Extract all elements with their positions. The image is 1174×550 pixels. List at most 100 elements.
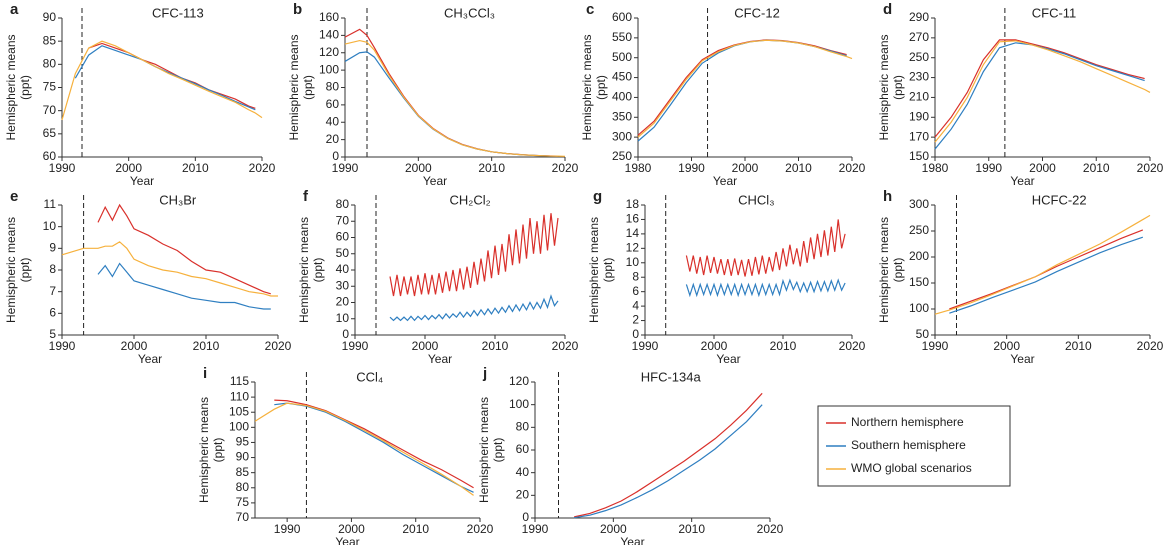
series-line [637, 39, 853, 138]
y-tick-label: 105 [229, 404, 249, 418]
series-line [949, 229, 1144, 310]
y-tick-label: 20 [336, 295, 350, 309]
series-line [934, 40, 1151, 143]
y-tick-label: 60 [43, 149, 57, 163]
y-tick-label: 0 [342, 327, 349, 341]
y-tick-label: 500 [612, 50, 632, 64]
y-axis-title-line: Hemispheric means [580, 34, 594, 140]
y-tick-label: 9 [49, 241, 56, 255]
panel-title: CHCl₃ [738, 192, 774, 207]
y-tick-label: 550 [612, 30, 632, 44]
y-tick-label: 8 [49, 262, 56, 276]
y-tick-label: 150 [909, 149, 929, 163]
x-tick-label: 2000 [701, 339, 728, 353]
series-line [97, 262, 271, 310]
series-line [685, 219, 846, 277]
y-tick-label: 100 [229, 420, 249, 434]
series-line [637, 39, 847, 142]
y-tick-label: 350 [612, 109, 632, 123]
panel-letter: d [883, 1, 892, 18]
x-tick-label: 2000 [993, 339, 1020, 353]
x-tick-label: 2010 [182, 161, 209, 175]
panel-letter: f [303, 188, 309, 205]
y-tick-label: 10 [43, 219, 57, 233]
y-axis-title-line: Hemispheric means [197, 397, 211, 503]
x-tick-label: 2020 [265, 339, 292, 353]
x-axis-title: Year [335, 535, 359, 545]
y-tick-label: 20 [516, 488, 530, 502]
y-tick-label: 0 [522, 510, 529, 524]
y-axis-title: Hemispheric means(ppt) [877, 217, 905, 323]
series-line [274, 399, 474, 489]
y-tick-label: 40 [326, 114, 340, 128]
y-tick-label: 160 [319, 10, 339, 24]
x-tick-label: 2020 [757, 522, 784, 536]
y-tick-label: 85 [236, 465, 250, 479]
panel-title: CFC-113 [152, 5, 204, 20]
y-tick-label: 140 [319, 28, 339, 42]
series-line [61, 241, 278, 297]
series-line [254, 402, 474, 496]
x-tick-label: 1990 [49, 161, 76, 175]
x-tick-label: 1980 [922, 161, 949, 175]
x-tick-label: 1990 [49, 339, 76, 353]
panel-title: CCl₄ [356, 369, 383, 384]
panel-letter: i [203, 365, 207, 382]
x-tick-label: 1990 [632, 339, 659, 353]
series-line [274, 402, 474, 493]
x-tick-label: 2020 [467, 522, 494, 536]
y-axis-title-line: (ppt) [594, 75, 608, 100]
y-axis-title-line: Hemispheric means [287, 34, 301, 140]
x-tick-label: 2020 [839, 161, 866, 175]
y-axis-title-line: (ppt) [18, 258, 32, 283]
panel-title: CFC-11 [1032, 5, 1077, 20]
y-axis-title-line: Hemispheric means [477, 397, 491, 503]
panel-letter: h [883, 188, 892, 205]
y-tick-label: 170 [909, 129, 929, 143]
legend-label: WMO global scenarios [851, 461, 972, 475]
x-tick-label: 2000 [1029, 161, 1056, 175]
x-tick-label: 1990 [342, 339, 369, 353]
series-line [344, 28, 558, 157]
y-tick-label: 14 [626, 226, 640, 240]
series-line [637, 39, 847, 136]
y-tick-label: 100 [909, 301, 929, 315]
legend-label: Northern hemisphere [851, 415, 964, 429]
y-tick-label: 80 [236, 480, 250, 494]
y-tick-label: 70 [336, 213, 350, 227]
panel-letter: c [586, 1, 594, 18]
x-tick-label: 2000 [600, 522, 627, 536]
x-tick-label: 2010 [482, 339, 509, 353]
y-axis-title-line: Hemispheric means [877, 217, 891, 323]
y-axis-title: Hemispheric means(ppt) [197, 397, 225, 503]
y-tick-label: 250 [612, 149, 632, 163]
y-axis-title-line: Hemispheric means [297, 217, 311, 323]
y-tick-label: 70 [236, 510, 250, 524]
x-axis-title: Year [428, 352, 452, 366]
y-tick-label: 150 [909, 275, 929, 289]
y-tick-label: 40 [336, 262, 350, 276]
x-tick-label: 1990 [332, 161, 359, 175]
series-line [344, 39, 566, 157]
x-tick-label: 2010 [193, 339, 220, 353]
y-tick-label: 600 [612, 10, 632, 24]
y-axis-title: Hemispheric means(ppt) [4, 34, 32, 140]
panel-title: CH₂Cl₂ [450, 192, 491, 207]
y-tick-label: 80 [43, 57, 57, 71]
series-line [934, 42, 1145, 150]
y-tick-label: 80 [516, 420, 530, 434]
x-axis-title: Year [1010, 174, 1034, 188]
y-tick-label: 120 [509, 374, 529, 388]
x-tick-label: 2010 [678, 522, 705, 536]
panel-title: CH₃CCl₃ [444, 5, 495, 20]
y-tick-label: 90 [236, 450, 250, 464]
y-tick-label: 30 [336, 278, 350, 292]
x-axis-title: Year [713, 174, 737, 188]
y-tick-label: 100 [319, 62, 339, 76]
panel-title: HFC-134a [641, 369, 702, 384]
y-axis-title: Hemispheric means(ppt) [287, 34, 315, 140]
x-axis-title: Year [423, 174, 447, 188]
x-tick-label: 2000 [115, 161, 142, 175]
series-line [97, 203, 271, 295]
y-axis-title-line: (ppt) [891, 75, 905, 100]
